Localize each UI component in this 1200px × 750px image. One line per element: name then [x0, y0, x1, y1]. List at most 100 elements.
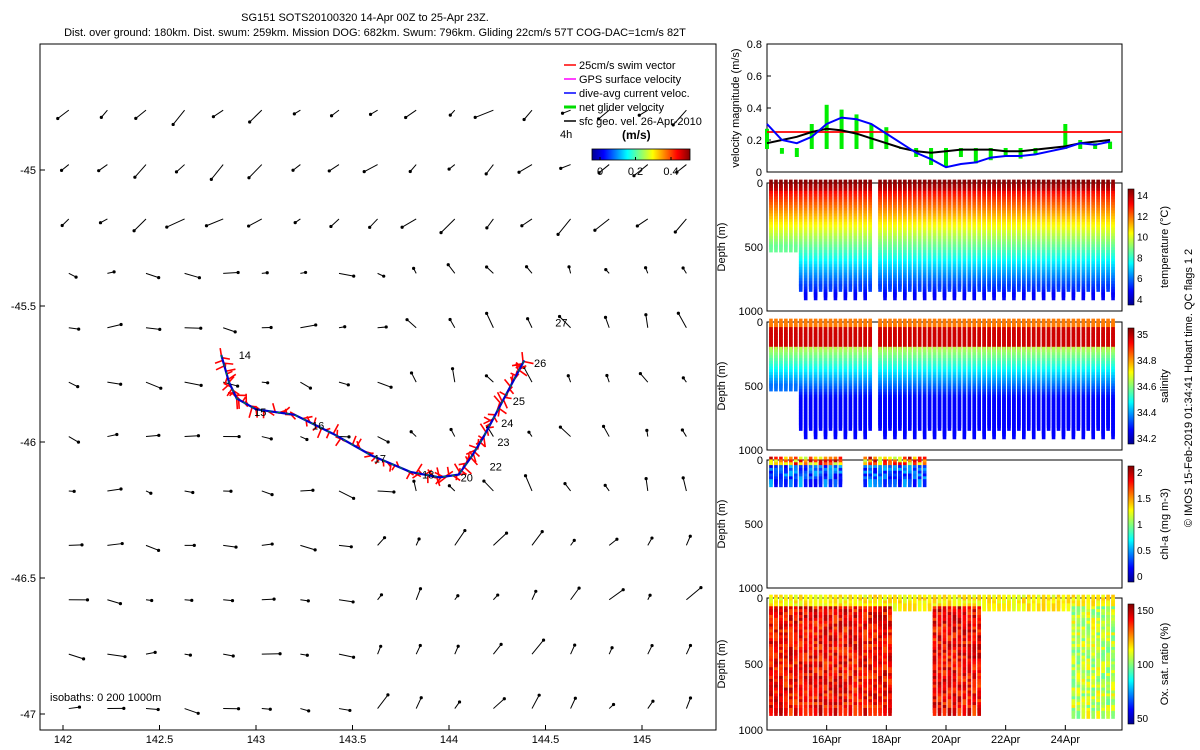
velocity-vector-head	[405, 318, 409, 322]
velocity-vector-head	[485, 226, 489, 230]
section-sample	[769, 244, 773, 253]
velocity-vector-head	[643, 266, 648, 270]
section-sample	[1002, 292, 1006, 301]
velocity-vector-head	[270, 493, 274, 497]
section-sample	[1012, 292, 1016, 301]
velocity-vector-head	[293, 220, 297, 225]
velocity-colorbar	[591, 148, 691, 161]
colorbar-tick-label: 12	[1137, 212, 1149, 223]
velocity-vector-head	[484, 172, 488, 176]
velocity-vector	[521, 218, 533, 227]
net-velocity-bar	[779, 148, 784, 154]
velocity-vector-head	[601, 424, 606, 428]
velocity-vector-head	[76, 440, 81, 444]
velocity-vector	[261, 598, 275, 601]
section-sample	[912, 431, 917, 440]
section-sample	[1036, 283, 1041, 292]
swim-vector	[313, 417, 317, 425]
velocity-vector	[633, 164, 649, 177]
swim-vector	[215, 365, 225, 371]
section-sample	[937, 422, 942, 431]
section-sample	[793, 383, 798, 392]
velocity-vector-head	[115, 432, 119, 437]
velocity-vector-head	[447, 484, 451, 488]
velocity-vector-head	[418, 587, 423, 591]
section-sample	[927, 422, 932, 431]
velocity-vector-head	[190, 598, 194, 602]
day-label-27: 27	[555, 317, 567, 329]
velocity-vector-head	[409, 430, 413, 434]
map-ticks: 142 142.5 143 143.5 144 144.5 145-45-45.5-46-4…	[11, 165, 651, 746]
velocity-vector	[184, 272, 200, 279]
day-label-25: 25	[513, 396, 525, 408]
velocity-vector-head	[605, 373, 609, 378]
section-sample	[972, 431, 977, 440]
section-sample	[982, 292, 986, 301]
velocity-series-line	[766, 127, 1111, 154]
velocity-vector-head	[305, 653, 309, 657]
velocity-vector-head	[313, 548, 317, 552]
velocity-vector-head	[352, 496, 356, 500]
swim-vector	[479, 423, 487, 433]
section-sample	[1046, 283, 1051, 292]
section-sample	[798, 283, 803, 292]
section-sample	[848, 422, 853, 431]
velocity-vector-head	[247, 176, 251, 180]
velocity-vector-head	[604, 268, 608, 272]
section-sample	[962, 292, 967, 301]
velocity-vector-head	[327, 169, 331, 173]
velocity-vector-head	[386, 693, 390, 697]
net-velocity-bar	[1108, 141, 1113, 149]
section-sample	[868, 422, 872, 431]
section-sample	[1026, 283, 1031, 292]
map-x-tick-label: 142	[54, 734, 72, 746]
section-sample	[957, 422, 962, 431]
velocity-vector-head	[650, 536, 654, 540]
velocity-vector-head	[133, 175, 137, 179]
velocity-vector-head	[384, 325, 388, 329]
velocity-vector-head	[269, 325, 273, 330]
velocity-vector	[338, 272, 354, 277]
velocity-vector	[223, 271, 239, 274]
velocity-vector-head	[292, 112, 296, 116]
velocity-vector-head	[446, 263, 450, 267]
section-sample	[997, 283, 1001, 292]
map-y-tick-label: -45	[20, 165, 36, 177]
section-sample	[917, 283, 922, 292]
velocity-vector-head	[120, 541, 124, 546]
swim-vector	[332, 423, 340, 435]
velocity-vector	[605, 317, 610, 328]
velocity-vector-head	[74, 275, 78, 279]
velocity-ylabel: velocity magnitude (m/s)	[730, 48, 742, 167]
velocity-vector-head	[681, 266, 685, 270]
section-sample	[1017, 283, 1021, 292]
map-x-tick-label: 143	[247, 734, 265, 746]
velocity-vector	[598, 109, 610, 120]
velocity-vector-head	[450, 367, 455, 371]
velocity-vector-head	[382, 274, 386, 278]
velocity-vector	[525, 475, 533, 492]
day-label-15: 15	[254, 407, 266, 419]
velocity-vector-head	[645, 428, 649, 432]
velocity-vector	[68, 436, 79, 443]
velocity-vector	[645, 314, 649, 328]
velocity-vector-head	[448, 113, 452, 117]
velocity-vector-head	[329, 224, 333, 229]
velocity-y-tick-label: 0.2	[747, 135, 762, 147]
velocity-vector	[686, 587, 702, 601]
velocity-vector-head	[499, 642, 503, 646]
velocity-vector-head	[611, 702, 616, 707]
velocity-vector-head	[485, 311, 489, 315]
velocity-vector	[493, 698, 505, 709]
velocity-vector-head	[644, 313, 648, 317]
velocity-vector	[300, 324, 316, 329]
velocity-vector-head	[404, 115, 408, 120]
swim-vector	[248, 406, 253, 418]
velocity-vector-head	[346, 383, 350, 387]
section-sample	[893, 431, 897, 440]
velocity-vector	[672, 109, 687, 126]
legend-entry: net glider velocity	[579, 102, 664, 114]
